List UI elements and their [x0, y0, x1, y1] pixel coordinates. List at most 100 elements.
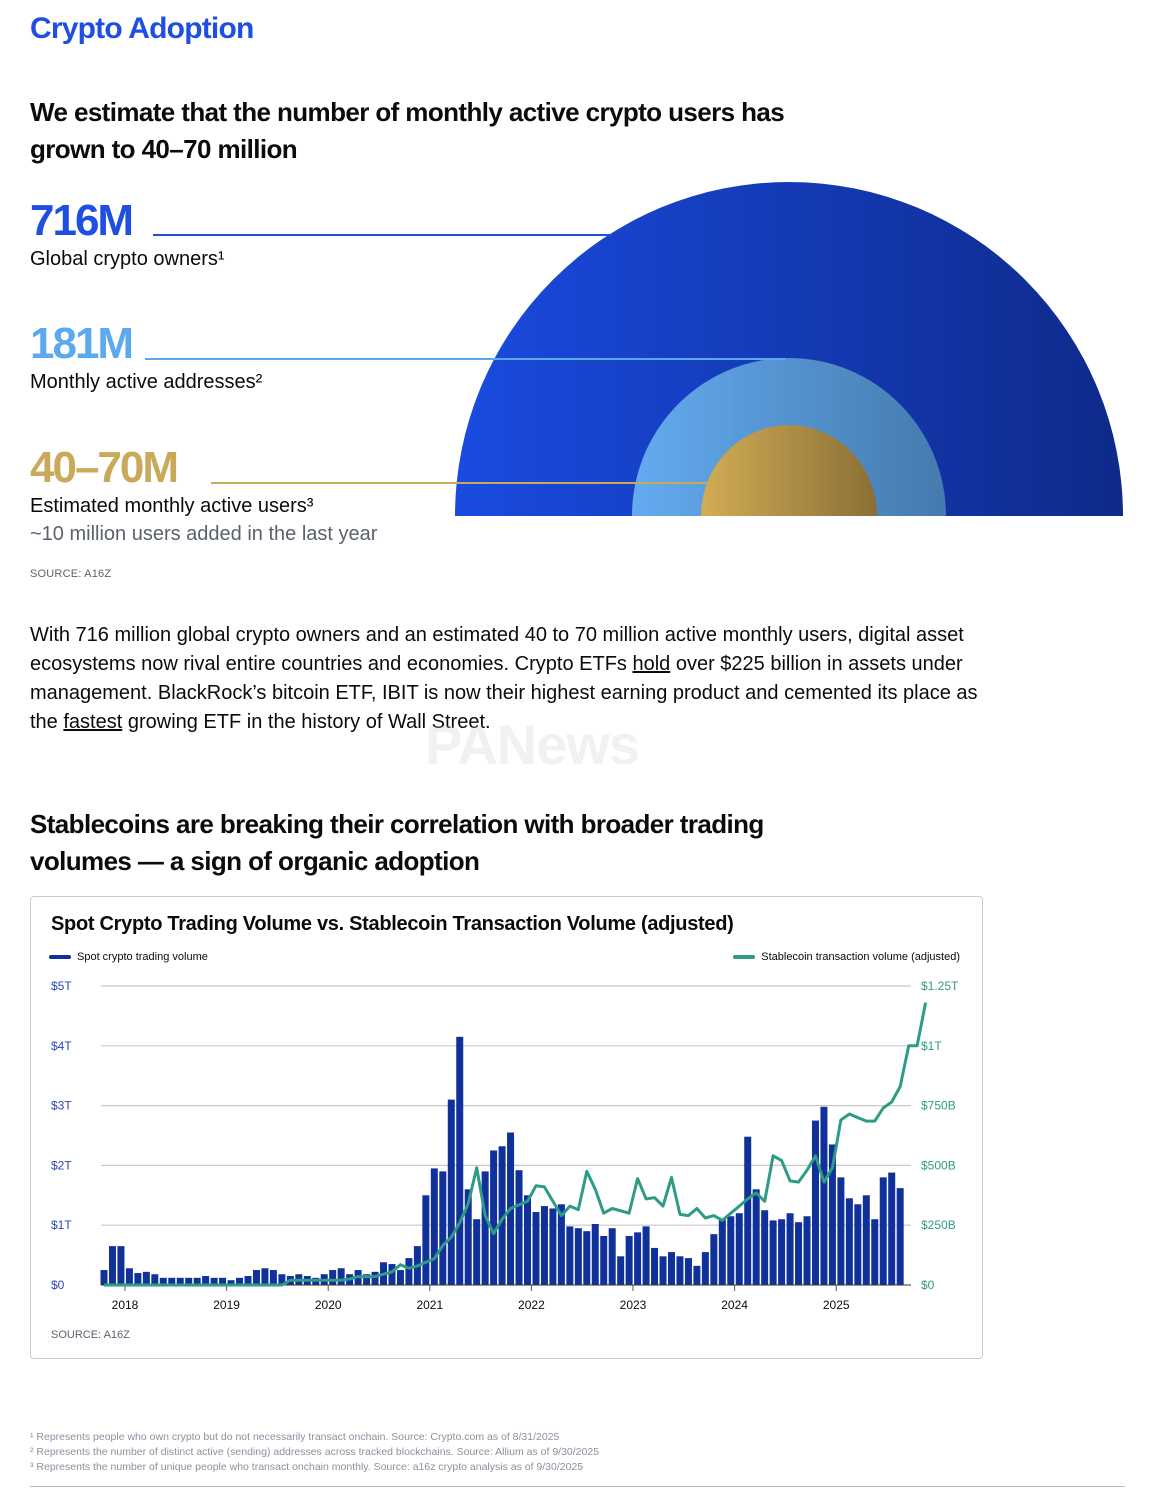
bar [261, 1268, 269, 1285]
bar [625, 1235, 633, 1285]
bar [329, 1270, 337, 1285]
headline: We estimate that the number of monthly a… [30, 97, 785, 164]
bar [659, 1256, 667, 1285]
legend-swatch-line [733, 955, 756, 959]
leader-line-users [211, 482, 711, 484]
x-tick-label: 2022 [518, 1298, 545, 1312]
bar [540, 1206, 548, 1285]
body-text-part: growing ETF in the history of Wall Stree… [122, 711, 491, 733]
bar [219, 1277, 227, 1285]
bar [117, 1246, 125, 1285]
y-right-tick: $250B [921, 1218, 956, 1232]
bar [744, 1136, 752, 1285]
section-title: Crypto Adoption [30, 12, 254, 45]
bar [252, 1270, 260, 1285]
bar [363, 1274, 371, 1285]
y-right-tick: $500B [921, 1158, 956, 1172]
bar [549, 1208, 557, 1285]
bar [185, 1277, 193, 1285]
bar [227, 1280, 235, 1285]
bar [693, 1265, 701, 1285]
bar [769, 1220, 777, 1285]
concentric-semicircle-graphic [455, 182, 1123, 516]
bar [574, 1228, 582, 1285]
bar [524, 1195, 531, 1285]
headline-stablecoins: Stablecoins are breaking their correlati… [30, 809, 764, 876]
bar [634, 1232, 642, 1285]
x-tick-label: 2023 [620, 1298, 647, 1312]
bar [168, 1277, 176, 1285]
bar [862, 1195, 870, 1285]
bar [727, 1216, 735, 1285]
bar [159, 1277, 167, 1285]
bar [439, 1171, 447, 1285]
bar [896, 1188, 904, 1285]
bar [642, 1226, 650, 1285]
bar [701, 1252, 709, 1285]
footnote-3: ³ Represents the number of unique people… [30, 1461, 584, 1473]
bar [193, 1277, 201, 1285]
bar [811, 1120, 819, 1285]
bar [608, 1228, 616, 1285]
bar [498, 1146, 506, 1285]
bar [667, 1252, 675, 1285]
bar [473, 1219, 481, 1285]
bar [591, 1224, 599, 1285]
bar [778, 1219, 786, 1285]
chart-plot: $0 $0 $1T $250B $2T $500B $3T $750B $4T $1T $5T $1.… [51, 979, 959, 1312]
body-text-part: With 716 million global crypto owners an… [30, 624, 964, 675]
bar [617, 1256, 625, 1285]
y-left-tick: $2T [51, 1158, 72, 1172]
bar [151, 1274, 159, 1285]
bar [405, 1258, 413, 1285]
bar [752, 1189, 760, 1285]
x-tick-label: 2020 [315, 1298, 342, 1312]
y-right-tick: $750B [921, 1099, 956, 1113]
bar [515, 1170, 523, 1285]
body-text-part: over $225 billion in assets under manage… [30, 653, 978, 733]
bar [566, 1226, 574, 1285]
bar [100, 1270, 108, 1285]
bar [430, 1168, 438, 1285]
y-left-tick: $0 [51, 1278, 65, 1292]
bar [269, 1270, 277, 1285]
link-hold[interactable]: hold [632, 653, 671, 675]
bar [600, 1235, 608, 1285]
bar [871, 1219, 879, 1285]
chart-title: Spot Crypto Trading Volume vs. Stablecoi… [51, 913, 734, 935]
bar [456, 1036, 464, 1285]
y-right-tick: $1.25T [921, 979, 959, 993]
y-left-tick: $4T [51, 1039, 72, 1053]
bar [879, 1177, 887, 1285]
stat-owners: 716M Global crypto owners¹ [30, 197, 225, 273]
bar [481, 1171, 489, 1285]
stat-value: 716M [30, 196, 134, 245]
body-paragraph: With 716 million global crypto owners an… [30, 621, 990, 737]
stat-value: 40–70M [30, 443, 179, 492]
bar [464, 1189, 472, 1285]
stat-label: Estimated monthly active users³ [30, 495, 314, 517]
bar [236, 1277, 244, 1285]
bar [108, 1246, 116, 1285]
bar [371, 1271, 379, 1285]
stat-label: Global crypto owners¹ [30, 248, 225, 270]
bar [583, 1231, 591, 1285]
bar [837, 1177, 845, 1285]
bar [210, 1277, 218, 1285]
bar [202, 1276, 210, 1285]
link-fastest[interactable]: fastest [63, 711, 123, 733]
y-right-tick: $1T [921, 1039, 942, 1053]
leader-line-owners [153, 234, 611, 236]
bar [490, 1150, 498, 1285]
bar [845, 1198, 853, 1285]
bar [854, 1204, 862, 1285]
x-tick-label: 2024 [721, 1298, 748, 1312]
legend-spot: Spot crypto trading volume [49, 951, 208, 963]
x-tick-label: 2018 [112, 1298, 139, 1312]
divider [30, 1486, 1125, 1487]
bar [710, 1234, 718, 1285]
legend-label: Spot crypto trading volume [77, 951, 208, 963]
bar [820, 1106, 828, 1285]
bar [786, 1213, 794, 1285]
bar [761, 1210, 769, 1285]
